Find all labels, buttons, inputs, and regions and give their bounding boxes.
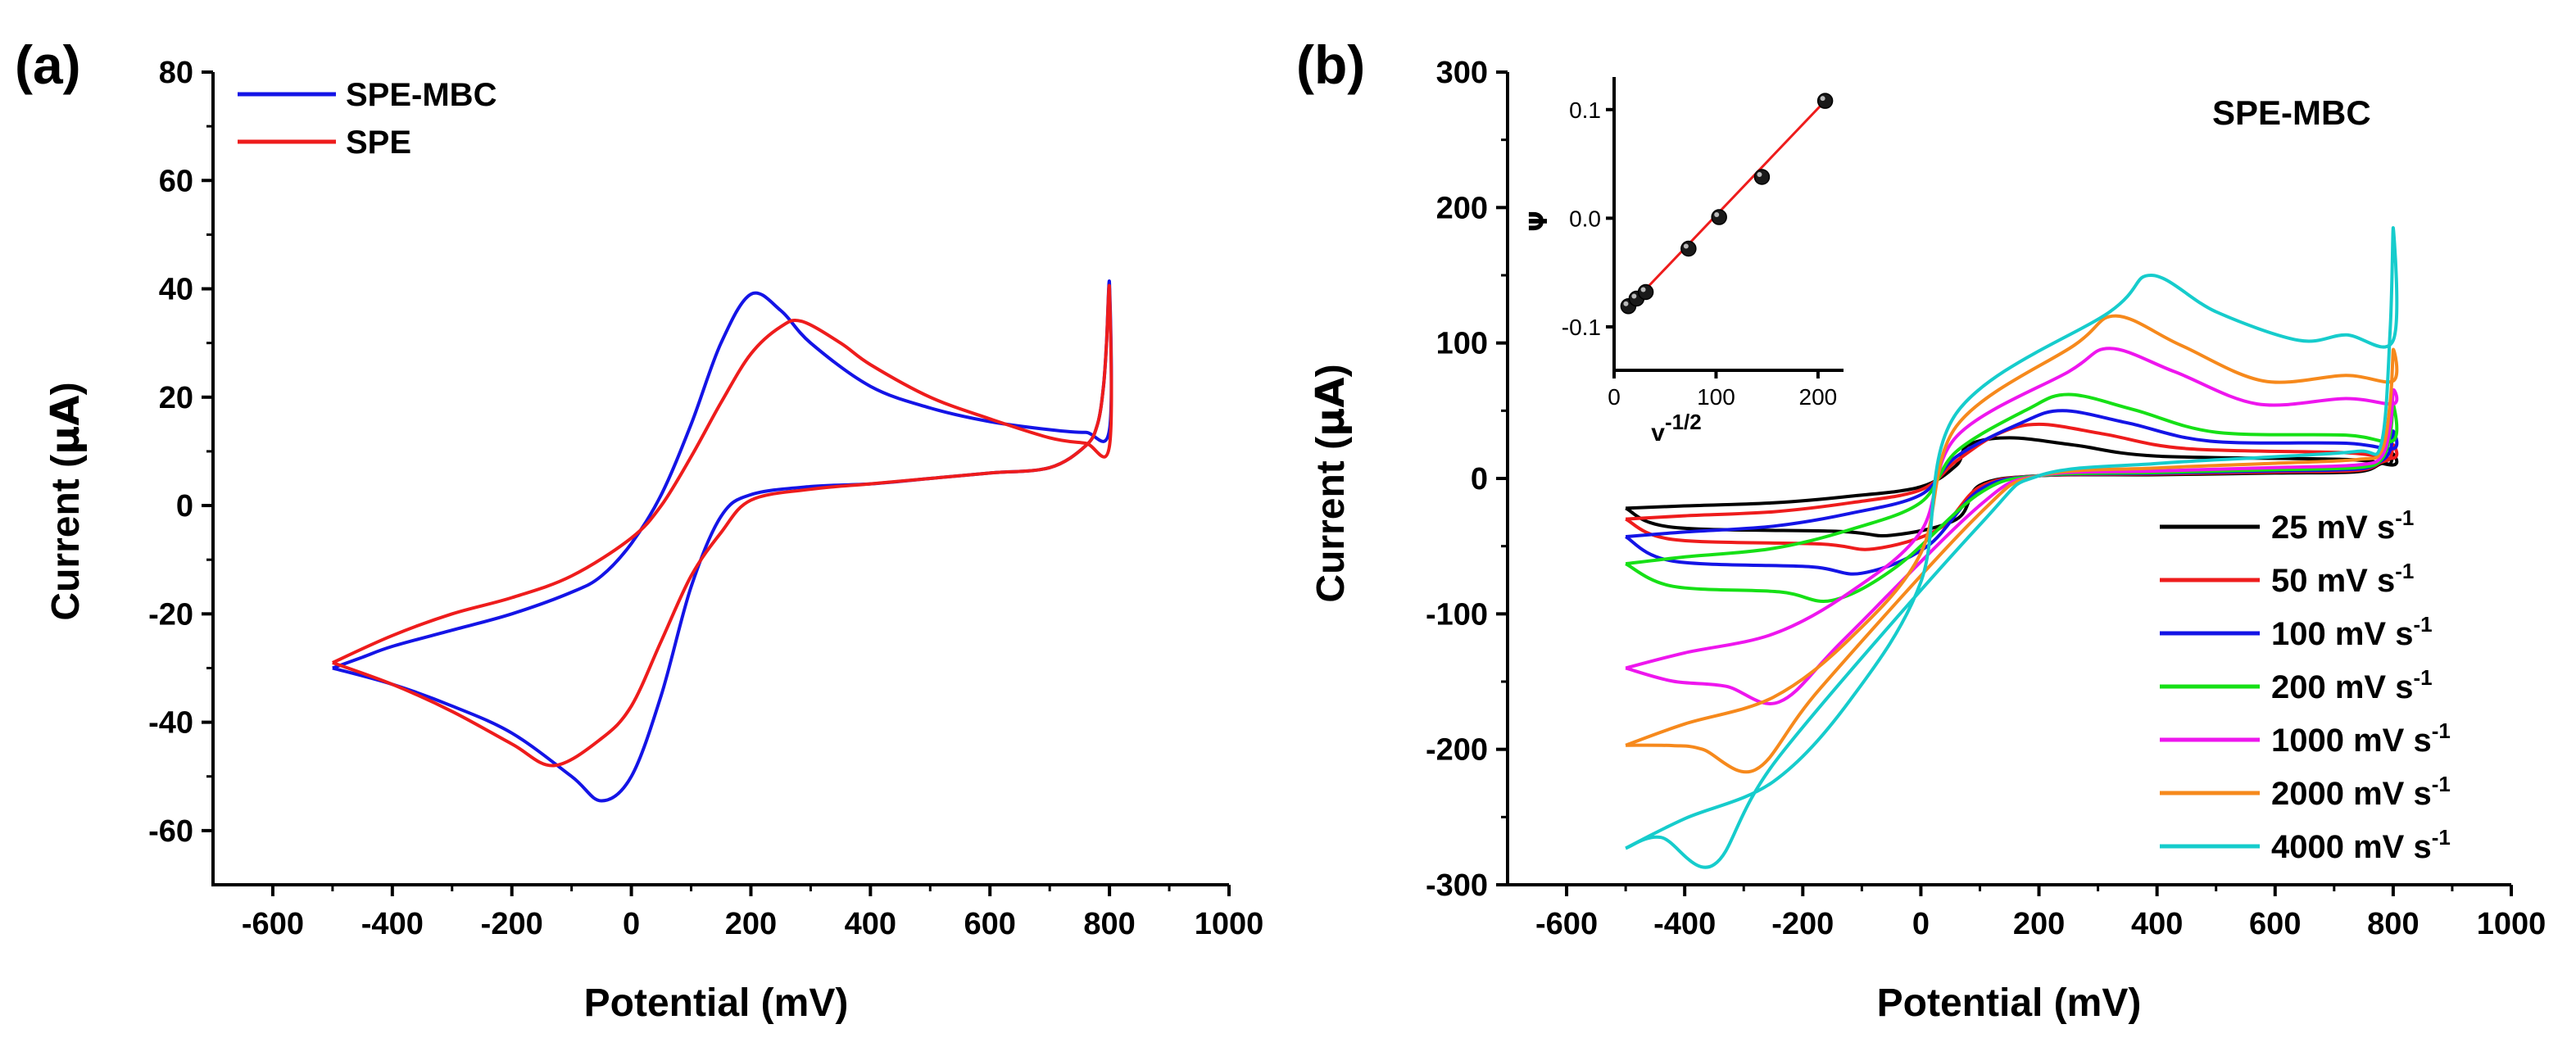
- panel-b-legend-label: 4000 mV s-1: [2271, 825, 2451, 865]
- panel-a-x-tick-label: 800: [1083, 907, 1135, 941]
- inset-data-point-highlight: [1631, 293, 1637, 299]
- panel-a-x-tick-label: -400: [361, 907, 424, 941]
- panel-b-x-tick-label: -600: [1535, 907, 1598, 941]
- panel-b-legend: 25 mV s-1 50 mV s-1 100 mV s-1 200 mV s-1 10…: [2160, 505, 2451, 865]
- panel-b-legend-label: 200 mV s-1: [2271, 665, 2433, 705]
- panel-b-y-tick-label: -300: [1426, 868, 1488, 903]
- panel-a-series-spe: [332, 283, 1113, 768]
- panel-b-x-tick-label: 200: [2013, 907, 2065, 941]
- panel-b-y-tick-label: 200: [1436, 191, 1488, 225]
- panel-b-legend-label: 100 mV s-1: [2271, 612, 2433, 652]
- panel-b-inset: 0 100 200 -0.1 0.0 0.1: [1562, 77, 1844, 410]
- panel-b-y-axis-label: Current (µA): [1308, 364, 1354, 602]
- panel-a-x-tick-label: -600: [242, 907, 304, 941]
- inset-data-point-highlight: [1820, 96, 1825, 102]
- panel-b-y-tick-label: -100: [1426, 597, 1488, 632]
- panel-a-y-tick-label: 60: [159, 164, 193, 198]
- inset-y-tick-label: 0.0: [1569, 206, 1601, 231]
- panel-a-y-tick-label: 40: [159, 273, 193, 307]
- inset-data-point-highlight: [1640, 287, 1646, 292]
- panel-a-y-axis-label: Current (µA): [43, 382, 88, 620]
- panel-a-x-tick-label: 400: [845, 907, 896, 941]
- inset-y-tick-label: 0.1: [1569, 97, 1601, 123]
- inset-y-tick-label: -0.1: [1562, 315, 1601, 340]
- panel-b-x-tick-label: 600: [2249, 907, 2301, 941]
- panel-b-series-1000-mv-s: [1625, 347, 2399, 705]
- panel-a-x-tick-label: 1000: [1195, 907, 1264, 941]
- panel-b-x-tick-label: -200: [1771, 907, 1834, 941]
- panel-a-y-tick-label: 0: [176, 489, 193, 524]
- panel-a-y-tick-label: -20: [148, 597, 193, 632]
- inset-data-point: [1753, 169, 1771, 185]
- panel-b-y-tick-label: 0: [1471, 462, 1488, 496]
- panel-b-y-tick-label: -200: [1426, 733, 1488, 768]
- panel-b-y-tick-label: 100: [1436, 327, 1488, 361]
- panel-b-x-tick-label: -400: [1653, 907, 1716, 941]
- inset-data-point: [1680, 240, 1697, 257]
- inset-x-tick-label: 100: [1697, 384, 1735, 410]
- panel-a-x-axis-label: Potential (mV): [584, 981, 849, 1025]
- inset-x-tick-label: 200: [1799, 384, 1838, 410]
- panel-b-x-tick-label: 1000: [2477, 907, 2547, 941]
- panel-a: (a) -600 -400 -200 0 200 400 600 800 1000-60-40-…: [15, 34, 1263, 1025]
- panel-a-label: (a): [15, 34, 81, 95]
- inset-data-point-highlight: [1757, 171, 1762, 177]
- inset-data-point: [1711, 209, 1727, 225]
- panel-b-series-2000-mv-s: [1625, 314, 2399, 774]
- panel-a-x-tick-label: 200: [725, 907, 777, 941]
- panel-a-legend: SPE-MBC SPE: [238, 77, 497, 161]
- inset-data-point-highlight: [1683, 243, 1689, 249]
- panel-b-legend-label: 1000 mV s-1: [2271, 718, 2451, 759]
- panel-a-legend-label: SPE-MBC: [346, 77, 497, 113]
- panel-b-series-4000-mv-s: [1625, 226, 2399, 869]
- panel-b-legend-label: 50 mV s-1: [2271, 559, 2414, 599]
- panel-b-label: (b): [1296, 34, 1365, 95]
- panel-b-axes: -600 -400 -200 0 200 400 600 800 1000-300-200-10…: [1426, 56, 2546, 941]
- panel-b-x-tick-label: 800: [2367, 907, 2419, 941]
- panel-b-x-axis-label: Potential (mV): [1877, 981, 2142, 1025]
- panel-b: (b) -600 -400 -200 0 200 400 600 800 1000-300-20…: [1296, 34, 2546, 1025]
- panel-b-legend-label: 2000 mV s-1: [2271, 772, 2451, 812]
- inset-data-point: [1637, 283, 1654, 301]
- inset-data-point-highlight: [1714, 212, 1720, 218]
- inset-data-point-highlight: [1623, 301, 1629, 306]
- panel-b-annotation: SPE-MBC: [2212, 93, 2371, 132]
- panel-a-plot-area: [332, 279, 1113, 803]
- inset-y-axis-label: Ψ: [1525, 211, 1553, 232]
- panel-a-axes: -600 -400 -200 0 200 400 600 800 1000-60-40-2002…: [148, 56, 1263, 941]
- inset-data-point: [1816, 93, 1834, 109]
- panel-b-x-tick-label: 400: [2131, 907, 2183, 941]
- panel-a-series-spe-mbc: [332, 279, 1113, 803]
- panel-a-x-tick-label: 0: [623, 907, 640, 941]
- inset-fit-line: [1623, 97, 1830, 313]
- panel-a-x-tick-label: 600: [964, 907, 1016, 941]
- panel-a-x-tick-label: -200: [481, 907, 543, 941]
- panel-b-legend-label: 25 mV s-1: [2271, 505, 2414, 546]
- inset-x-tick-label: 0: [1608, 384, 1621, 410]
- panel-b-y-tick-label: 300: [1436, 56, 1488, 90]
- panel-b-x-tick-label: 0: [1912, 907, 1930, 941]
- panel-a-y-tick-label: 80: [159, 56, 193, 90]
- inset-x-axis-label: v-1/2: [1651, 410, 1702, 446]
- panel-b-plot-area: [1625, 226, 2399, 869]
- panel-a-y-tick-label: -40: [148, 706, 193, 741]
- panel-a-y-tick-label: 20: [159, 381, 193, 415]
- panel-a-y-tick-label: -60: [148, 814, 193, 849]
- panel-a-legend-label: SPE: [346, 125, 411, 161]
